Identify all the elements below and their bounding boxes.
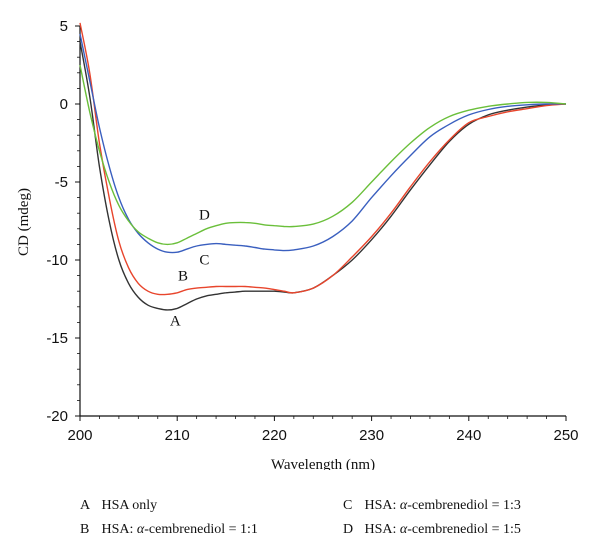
- x-axis-label: Wavelength (nm): [271, 457, 375, 470]
- curve-label-c: C: [199, 253, 209, 269]
- x-tick-label: 230: [359, 427, 384, 444]
- legend-key: A: [80, 498, 91, 513]
- x-tick-label: 240: [456, 427, 481, 444]
- x-tick-label: 250: [553, 427, 578, 444]
- legend-prefix: HSA:: [364, 522, 400, 537]
- legend-key: C: [343, 498, 353, 513]
- legend-italic: α: [399, 522, 408, 537]
- y-tick-label: -5: [55, 174, 68, 191]
- legend-suffix: -cembrenediol = 1:1: [144, 522, 258, 537]
- y-axis-label: CD (mdeg): [16, 188, 32, 256]
- curve-label-b: B: [178, 268, 188, 284]
- chart-axes: 200 210 220 230 240 250 5 0 -5 -10 -15 -20: [46, 18, 578, 444]
- series-line-c: [79, 33, 567, 254]
- legend-key: B: [80, 522, 90, 537]
- y-tick-label: 0: [60, 96, 68, 113]
- series-line-d: [79, 64, 567, 246]
- legend-entry-a: A HSA only: [80, 498, 157, 514]
- legend-suffix: -cembrenediol = 1:3: [407, 498, 521, 513]
- y-tick-label: -10: [46, 252, 68, 269]
- legend-entry-c: C HSA: α-cembrenediol = 1:3: [343, 498, 521, 514]
- legend-suffix: -cembrenediol = 1:5: [407, 522, 521, 537]
- series-layer: [79, 22, 567, 311]
- y-tick-label: -15: [46, 330, 68, 347]
- series-line-a: [79, 41, 567, 311]
- legend-italic: α: [136, 522, 145, 537]
- x-tick-label: 210: [165, 427, 190, 444]
- x-tick-label: 220: [262, 427, 287, 444]
- legend-prefix: HSA:: [364, 498, 400, 513]
- annotation-layer: A BC D: [170, 207, 210, 329]
- y-tick-label: 5: [60, 18, 68, 35]
- legend-italic: α: [399, 498, 408, 513]
- legend-prefix: HSA:: [101, 522, 137, 537]
- x-tick-label: 200: [67, 427, 92, 444]
- legend-entry-d: D HSA: α-cembrenediol = 1:5: [343, 522, 521, 538]
- legend-text: HSA only: [101, 498, 158, 513]
- series-line-b: [79, 22, 567, 296]
- curve-label-a: A: [170, 314, 181, 330]
- y-tick-label: -20: [46, 408, 68, 425]
- legend-key: D: [343, 522, 354, 537]
- legend-entry-b: B HSA: α-cembrenediol = 1:1: [80, 522, 258, 538]
- curve-label-d: D: [199, 207, 210, 223]
- cd-spectrum-chart: 200 210 220 230 240 250 5 0 -5 -10 -15 -20 A BC D Wav…: [16, 18, 579, 470]
